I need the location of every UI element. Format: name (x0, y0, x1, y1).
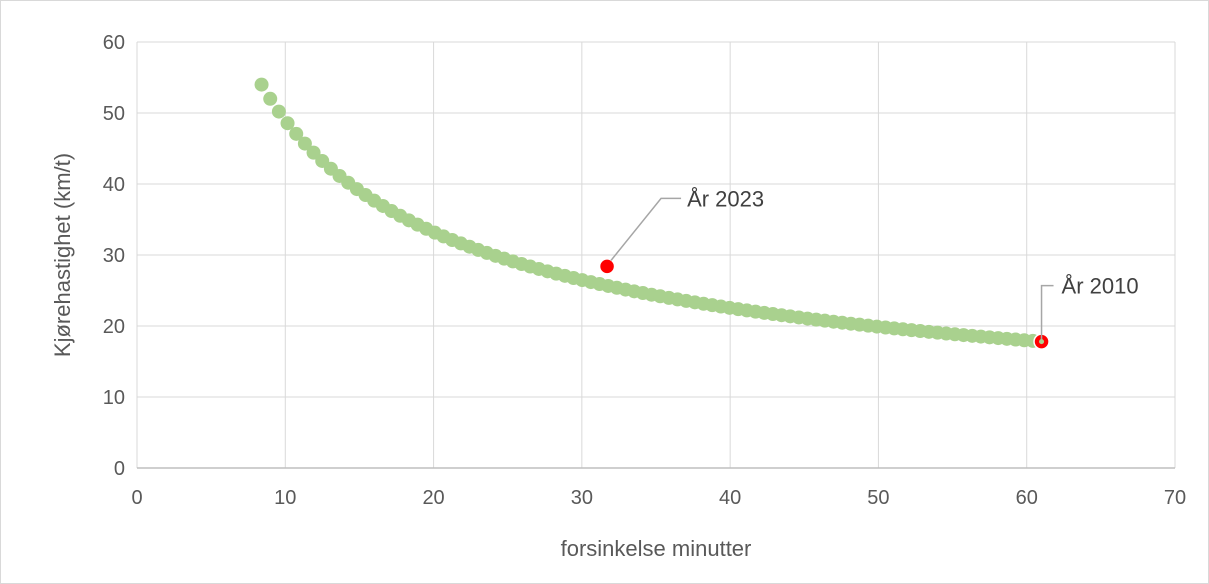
y-tick-label: 0 (114, 458, 125, 480)
annotation-label: År 2023 (687, 186, 764, 211)
highlight-marker-center (1039, 339, 1045, 345)
x-tick-label: 70 (1164, 487, 1186, 509)
y-tick-label: 50 (103, 103, 125, 125)
annotations: År 2023 År 2010 (598, 186, 1139, 350)
data-point (254, 77, 269, 92)
x-tick-label: 30 (571, 487, 593, 509)
x-tick-label: 0 (131, 487, 142, 509)
x-tick-label: 10 (274, 487, 296, 509)
x-tick-label: 20 (422, 487, 444, 509)
annotation-leader-line (1040, 284, 1054, 340)
data-point (306, 145, 321, 160)
annotation-label: År 2010 (1062, 274, 1139, 299)
y-tick-label: 60 (103, 32, 125, 54)
gridlines (136, 41, 1176, 469)
y-tick-label: 30 (103, 245, 125, 267)
y-tick-label: 10 (103, 387, 125, 409)
x-tick-label: 50 (867, 487, 889, 509)
x-tick-labels: 0 10 20 30 40 50 60 70 (131, 487, 1186, 509)
y-tick-label: 20 (103, 316, 125, 338)
x-axis-title: forsinkelse minutter (561, 536, 752, 561)
data-series (254, 77, 1049, 349)
y-tick-labels: 0 10 20 30 40 50 60 (103, 32, 125, 480)
annotation-leader-line (610, 197, 682, 261)
data-point (263, 91, 278, 106)
data-point (271, 104, 286, 119)
data-point (280, 116, 295, 131)
x-tick-label: 60 (1016, 487, 1038, 509)
y-axis-title: Kjørehastighet (km/t) (50, 153, 75, 357)
data-point (297, 136, 312, 151)
y-tick-label: 40 (103, 174, 125, 196)
data-point (289, 126, 304, 141)
highlight-marker (598, 258, 616, 275)
x-tick-label: 40 (719, 487, 741, 509)
